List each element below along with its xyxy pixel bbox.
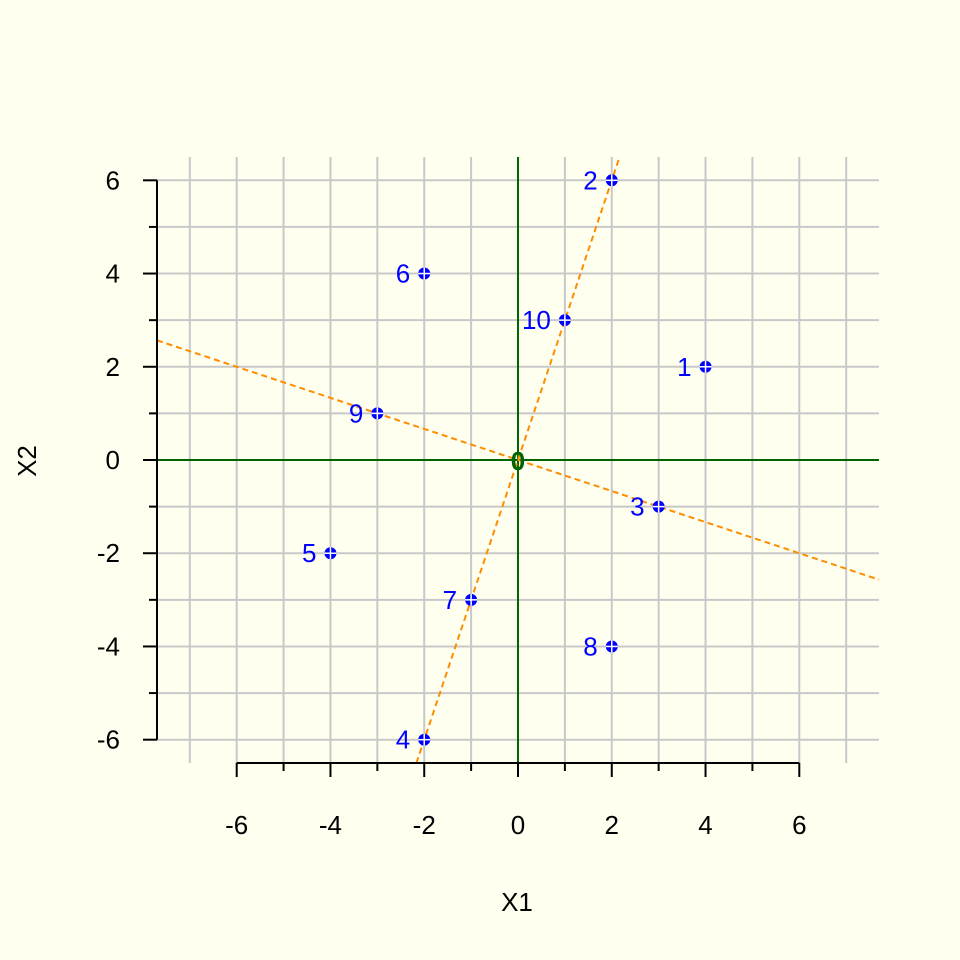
y-axis-title: X2 xyxy=(12,445,42,477)
y-tick-label: 6 xyxy=(106,165,120,195)
dashed-lines xyxy=(156,156,880,764)
y-tick-label: 2 xyxy=(106,352,120,382)
axes: -6 -4 -2 0 2 4 6 -6 -4 -2 0 2 4 6 xyxy=(97,165,807,840)
data-point: 10 xyxy=(522,305,571,335)
point-label: 9 xyxy=(349,398,363,428)
data-point: 8 xyxy=(583,631,618,661)
x-tick-label: 6 xyxy=(792,810,806,840)
point-label: 7 xyxy=(443,585,457,615)
x-axis-title: X1 xyxy=(501,887,533,917)
data-points: 1 2 3 4 5 6 7 8 9 10 0 xyxy=(302,165,712,755)
point-label: 3 xyxy=(630,492,644,522)
y-tick-label: -6 xyxy=(97,725,120,755)
data-point: 7 xyxy=(443,585,478,615)
x-tick-label: -6 xyxy=(225,810,248,840)
origin-marker: 0 xyxy=(511,446,525,476)
x-tick-label: -4 xyxy=(319,810,342,840)
data-point: 9 xyxy=(349,398,384,428)
x-tick-label: -2 xyxy=(413,810,436,840)
dashed-line-2 xyxy=(156,339,880,581)
data-point: 3 xyxy=(630,492,665,522)
dashed-line-1 xyxy=(415,156,621,764)
y-tick-label: -2 xyxy=(97,538,120,568)
y-tick-label: 0 xyxy=(106,445,120,475)
data-point: 1 xyxy=(677,352,712,382)
point-label: 2 xyxy=(583,165,597,195)
point-label: 10 xyxy=(522,305,551,335)
data-point: 4 xyxy=(396,725,431,755)
y-tick-label: 4 xyxy=(106,259,120,289)
point-label: 4 xyxy=(396,725,410,755)
point-label: 1 xyxy=(677,352,691,382)
data-point: 2 xyxy=(583,165,618,195)
point-label: 6 xyxy=(396,259,410,289)
x-tick-label: 0 xyxy=(511,810,525,840)
point-label: 5 xyxy=(302,538,316,568)
x-tick-label: 2 xyxy=(605,810,619,840)
data-point: 5 xyxy=(302,538,337,568)
point-label: 8 xyxy=(583,631,597,661)
data-point: 6 xyxy=(396,259,431,289)
x-tick-label: 4 xyxy=(698,810,712,840)
y-tick-label: -4 xyxy=(97,631,120,661)
